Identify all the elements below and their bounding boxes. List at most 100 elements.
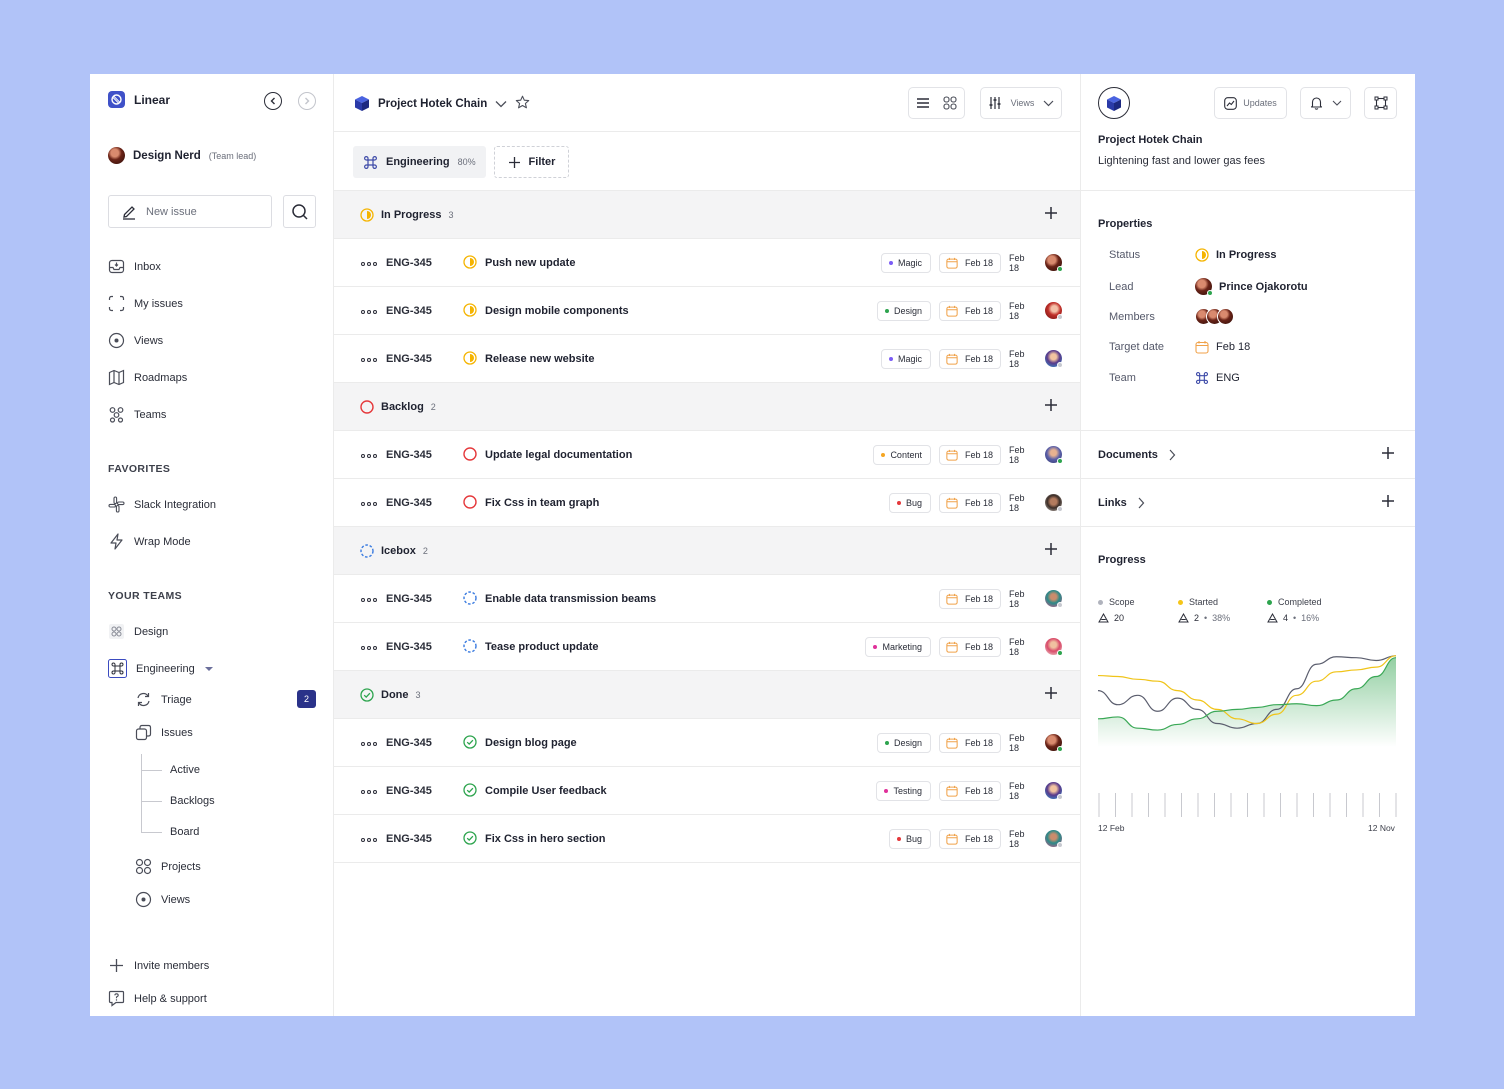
- add-filter-button[interactable]: Filter: [494, 146, 569, 178]
- expand-button[interactable]: [1364, 87, 1397, 119]
- date-chip[interactable]: Feb 18: [938, 732, 1001, 753]
- issue-status[interactable]: [463, 447, 477, 466]
- issue-status[interactable]: [463, 495, 477, 514]
- issue-status[interactable]: [463, 351, 477, 370]
- issue-row[interactable]: ENG-345 Fix Css in team graph Bug Feb 18…: [334, 479, 1080, 527]
- issues-active[interactable]: Active: [170, 764, 200, 776]
- more-options-icon[interactable]: [361, 310, 377, 314]
- date-chip[interactable]: Feb 18: [938, 636, 1001, 657]
- more-options-icon[interactable]: [361, 646, 377, 650]
- date-chip[interactable]: Feb 18: [938, 828, 1001, 849]
- issue-status[interactable]: [463, 735, 477, 754]
- more-options-icon[interactable]: [361, 598, 377, 602]
- search-button[interactable]: [283, 195, 316, 228]
- date-chip[interactable]: Feb 18: [938, 300, 1001, 321]
- issue-status[interactable]: [463, 591, 477, 610]
- star-icon[interactable]: [515, 95, 530, 110]
- issue-status[interactable]: [463, 255, 477, 274]
- label-tag[interactable]: Bug: [888, 492, 931, 513]
- forward-button[interactable]: [298, 92, 316, 110]
- assignee-avatar[interactable]: [1045, 830, 1063, 848]
- more-options-icon[interactable]: [361, 502, 377, 506]
- assignee-avatar[interactable]: [1045, 446, 1063, 464]
- label-tag[interactable]: Magic: [880, 348, 931, 369]
- new-issue-button[interactable]: New issue: [108, 195, 272, 228]
- engineering-issues[interactable]: Issues: [135, 724, 193, 741]
- views-dropdown[interactable]: Views: [980, 87, 1062, 119]
- assignee-avatar[interactable]: [1045, 590, 1063, 608]
- back-button[interactable]: [264, 92, 282, 110]
- issue-row[interactable]: ENG-345 Tease product update Marketing F…: [334, 623, 1080, 671]
- add-document-icon[interactable]: [1381, 446, 1395, 460]
- list-view-button[interactable]: [909, 88, 937, 118]
- issue-row[interactable]: ENG-345 Fix Css in hero section Bug Feb …: [334, 815, 1080, 863]
- issue-status[interactable]: [463, 831, 477, 850]
- issue-status[interactable]: [463, 639, 477, 658]
- issue-row[interactable]: ENG-345 Compile User feedback Testing Fe…: [334, 767, 1080, 815]
- status-group-done[interactable]: Done 3: [334, 671, 1080, 719]
- issue-row[interactable]: ENG-345 Enable data transmission beams F…: [334, 575, 1080, 623]
- project-selector[interactable]: Project Hotek Chain: [354, 95, 507, 112]
- issue-row[interactable]: ENG-345 Design mobile components Design …: [334, 287, 1080, 335]
- more-options-icon[interactable]: [361, 742, 377, 746]
- team-filter-chip[interactable]: Engineering 80%: [353, 146, 486, 178]
- property-members[interactable]: Members: [1109, 308, 1234, 325]
- date-chip[interactable]: Feb 18: [938, 780, 1001, 801]
- nav-my-issues[interactable]: My issues: [108, 295, 183, 312]
- links-section[interactable]: Links: [1081, 479, 1415, 527]
- assignee-avatar[interactable]: [1045, 638, 1063, 656]
- issue-status[interactable]: [463, 303, 477, 322]
- property-status[interactable]: Status In Progress: [1109, 248, 1277, 262]
- date-chip[interactable]: Feb 18: [938, 492, 1001, 513]
- assignee-avatar[interactable]: [1045, 350, 1063, 368]
- add-link-icon[interactable]: [1381, 494, 1395, 508]
- team-engineering[interactable]: Engineering: [108, 659, 214, 678]
- add-issue-icon[interactable]: [1044, 686, 1058, 700]
- property-target-date[interactable]: Target date Feb 18: [1109, 340, 1250, 354]
- help-support-button[interactable]: Help & support: [108, 990, 207, 1007]
- current-user[interactable]: Design Nerd (Team lead): [108, 147, 256, 164]
- issue-row[interactable]: ENG-345 Push new update Magic Feb 18 Feb…: [334, 239, 1080, 287]
- caret-down-icon[interactable]: [204, 665, 214, 673]
- more-options-icon[interactable]: [361, 262, 377, 266]
- date-chip[interactable]: Feb 18: [938, 348, 1001, 369]
- notifications-button[interactable]: [1300, 87, 1351, 119]
- date-chip[interactable]: Feb 18: [938, 588, 1001, 609]
- property-lead[interactable]: Lead Prince Ojakorotu: [1109, 278, 1308, 296]
- more-options-icon[interactable]: [361, 454, 377, 458]
- label-tag[interactable]: Design: [876, 300, 931, 321]
- issue-status[interactable]: [463, 783, 477, 802]
- date-chip[interactable]: Feb 18: [938, 252, 1001, 273]
- engineering-views[interactable]: Views: [135, 891, 190, 908]
- label-tag[interactable]: Design: [876, 732, 931, 753]
- nav-views[interactable]: Views: [108, 332, 163, 349]
- issue-row[interactable]: ENG-345 Update legal documentation Conte…: [334, 431, 1080, 479]
- favorite-wrap-mode[interactable]: Wrap Mode: [108, 533, 191, 550]
- assignee-avatar[interactable]: [1045, 494, 1063, 512]
- brand[interactable]: Linear: [108, 91, 170, 108]
- status-group-in-progress[interactable]: In Progress 3: [334, 191, 1080, 239]
- assignee-avatar[interactable]: [1045, 302, 1063, 320]
- more-options-icon[interactable]: [361, 358, 377, 362]
- label-tag[interactable]: Testing: [876, 780, 931, 801]
- documents-section[interactable]: Documents: [1081, 431, 1415, 479]
- assignee-avatar[interactable]: [1045, 782, 1063, 800]
- assignee-avatar[interactable]: [1045, 734, 1063, 752]
- nav-teams[interactable]: Teams: [108, 406, 166, 423]
- engineering-projects[interactable]: Projects: [135, 858, 201, 875]
- assignee-avatar[interactable]: [1045, 254, 1063, 272]
- more-options-icon[interactable]: [361, 838, 377, 842]
- issue-row[interactable]: ENG-345 Release new website Magic Feb 18…: [334, 335, 1080, 383]
- status-group-backlog[interactable]: Backlog 2: [334, 383, 1080, 431]
- date-chip[interactable]: Feb 18: [938, 444, 1001, 465]
- updates-button[interactable]: Updates: [1214, 87, 1287, 119]
- engineering-triage[interactable]: Triage: [135, 691, 192, 708]
- favorite-slack-integration[interactable]: Slack Integration: [108, 496, 216, 513]
- issue-row[interactable]: ENG-345 Design blog page Design Feb 18 F…: [334, 719, 1080, 767]
- property-team[interactable]: Team ENG: [1109, 371, 1240, 385]
- team-design[interactable]: Design: [108, 623, 168, 640]
- invite-members-button[interactable]: Invite members: [108, 957, 209, 974]
- nav-roadmaps[interactable]: Roadmaps: [108, 369, 187, 386]
- grid-view-button[interactable]: [937, 88, 965, 118]
- label-tag[interactable]: Bug: [888, 828, 931, 849]
